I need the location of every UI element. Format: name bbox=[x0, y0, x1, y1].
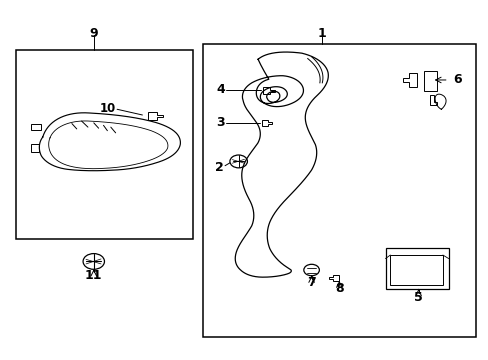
Bar bbox=[30, 144, 39, 152]
Text: 6: 6 bbox=[453, 73, 461, 86]
Text: 2: 2 bbox=[215, 161, 224, 174]
Text: 8: 8 bbox=[334, 283, 343, 296]
Text: 11: 11 bbox=[85, 269, 102, 282]
Bar bbox=[203, 44, 475, 337]
Text: 3: 3 bbox=[216, 116, 224, 129]
Text: 7: 7 bbox=[306, 276, 315, 289]
Text: 4: 4 bbox=[216, 84, 224, 96]
Bar bbox=[16, 50, 193, 239]
Bar bbox=[30, 123, 41, 130]
Text: 5: 5 bbox=[413, 291, 422, 304]
Text: 10: 10 bbox=[99, 102, 116, 115]
Bar bbox=[424, 71, 436, 91]
Text: 9: 9 bbox=[89, 27, 98, 40]
Bar bbox=[389, 255, 442, 285]
Text: 1: 1 bbox=[317, 27, 326, 40]
Bar bbox=[385, 248, 448, 289]
